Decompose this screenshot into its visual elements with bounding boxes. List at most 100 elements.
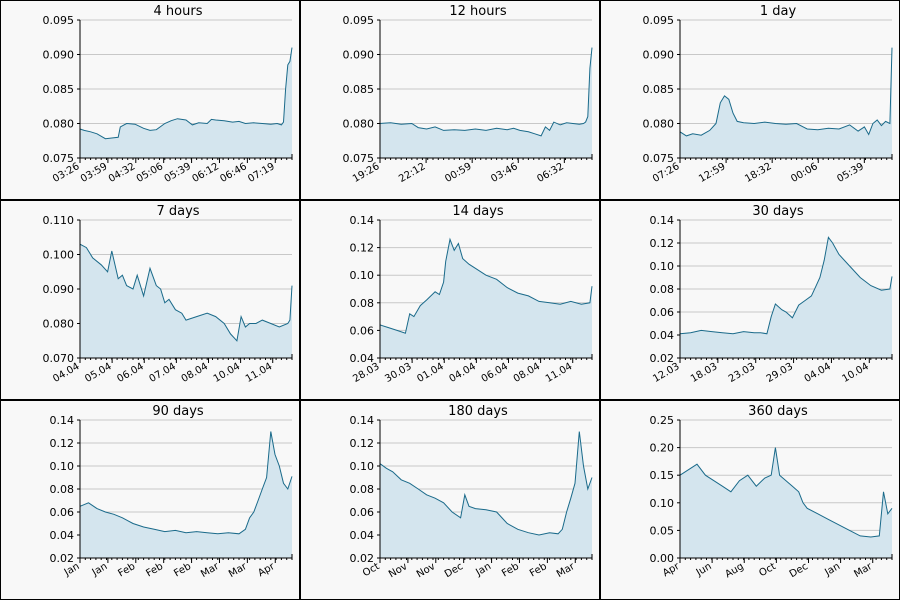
chart-panel: 90 days 0.02 0.04 0.06 0.08 0.10 0.12 0.14 Jan Ja…: [0, 400, 300, 600]
y-tick-label: 0.05: [650, 524, 675, 537]
x-tick-label: Nov: [415, 561, 437, 580]
x-tick-label: Jun: [694, 561, 714, 579]
x-tick-label: 11.04: [244, 361, 274, 385]
y-tick-label: 0.02: [650, 352, 675, 365]
y-tick-label: 0.04: [650, 329, 675, 342]
x-tick-label: Feb: [116, 561, 137, 579]
x-tick-label: Nov: [387, 561, 409, 580]
y-tick-label: 0.08: [350, 483, 375, 496]
x-tick-label: 05:39: [163, 161, 193, 185]
series-line: [679, 447, 893, 538]
y-tick-label: 0.08: [350, 297, 375, 310]
y-tick-label: 0.110: [43, 214, 75, 227]
x-tick-label: 08.04: [512, 361, 542, 385]
y-tick-label: 0.095: [643, 14, 675, 27]
x-tick-label: 06:46: [218, 161, 248, 185]
y-tick-label: 0.20: [650, 442, 675, 455]
x-tick-label: Apr: [256, 561, 277, 580]
x-tick-label: 08.04: [180, 361, 210, 385]
x-tick-label: 06.04: [480, 361, 510, 385]
x-tick-label: 06.04: [115, 361, 145, 385]
y-tick-label: 0.095: [43, 14, 75, 27]
x-tick-label: Aug: [723, 561, 745, 580]
x-tick-label: 01.04: [415, 361, 445, 385]
series-area: [380, 47, 592, 158]
x-tick-label: Jan: [473, 561, 493, 579]
y-tick-label: 0.080: [343, 118, 375, 131]
y-tick-label: 0.085: [343, 83, 375, 96]
series-area: [680, 47, 892, 158]
chart-title: 360 days: [748, 404, 808, 419]
chart-panel: 12 hours 0.075 0.080 0.085 0.090 0.095 19:26 22…: [300, 0, 600, 200]
chart-svg: 4 hours0.0750.0800.0850.0900.09503:2603:…: [43, 4, 293, 185]
y-tick-label: 0.080: [43, 318, 75, 331]
y-tick-label: 0.14: [650, 214, 675, 227]
x-tick-label: Feb: [144, 561, 165, 579]
series-line: [379, 431, 593, 536]
y-tick-label: 0.06: [350, 324, 375, 337]
series-line: [79, 431, 293, 535]
y-tick-label: 0.04: [50, 529, 75, 542]
x-tick-label: Dec: [443, 561, 465, 580]
x-tick-label: Dec: [788, 561, 810, 580]
y-tick-label: 0.02: [350, 552, 375, 565]
x-tick-label: 07:19: [246, 161, 276, 185]
x-tick-label: 05:39: [835, 161, 865, 185]
y-tick-label: 0.14: [50, 414, 75, 427]
x-tick-label: 18.03: [689, 361, 719, 385]
y-tick-label: 0.075: [343, 152, 375, 165]
series-area: [80, 47, 292, 158]
x-tick-label: 00:59: [443, 161, 473, 185]
series-area: [80, 431, 292, 558]
x-tick-label: 06:12: [191, 161, 221, 185]
y-tick-label: 0.08: [50, 483, 75, 496]
chart-title: 7 days: [156, 204, 199, 219]
y-tick-label: 0.02: [50, 552, 75, 565]
y-tick-label: 0.070: [43, 352, 75, 365]
x-tick-label: Mar: [555, 561, 578, 580]
x-tick-label: Oct: [757, 561, 778, 579]
chart-title: 12 hours: [449, 4, 506, 19]
series-area: [380, 431, 592, 558]
x-tick-label: 04.04: [448, 361, 478, 385]
y-tick-label: 0.06: [650, 306, 675, 319]
y-tick-label: 0.15: [650, 469, 675, 482]
series-area: [680, 237, 892, 358]
x-tick-label: 18:32: [743, 161, 773, 185]
chart-title: 1 day: [760, 4, 797, 19]
y-tick-label: 0.090: [343, 49, 375, 62]
x-tick-label: Jan: [90, 561, 110, 579]
series-line: [679, 47, 893, 137]
y-tick-label: 0.095: [343, 14, 375, 27]
y-tick-label: 0.085: [643, 83, 675, 96]
x-tick-label: 30.03: [383, 361, 413, 385]
x-tick-label: Mar: [227, 561, 250, 580]
series-line: [379, 47, 593, 137]
chart-panel: 4 hours 0.075 0.080 0.085 0.090 0.095 03:26 03:…: [0, 0, 300, 200]
chart-panel: 14 days 0.04 0.06 0.08 0.10 0.12 0.14 28.03 30.0…: [300, 200, 600, 400]
chart-panel: 180 days 0.02 0.04 0.06 0.08 0.10 0.12 0.14 Oct N…: [300, 400, 600, 600]
x-tick-label: 00:06: [789, 161, 819, 185]
y-tick-label: 0.10: [650, 497, 675, 510]
chart-panel: 360 days 0.00 0.05 0.10 0.15 0.20 0.25 Apr Jun Au…: [600, 400, 900, 600]
x-tick-label: 07.04: [148, 361, 178, 385]
y-tick-label: 0.100: [43, 249, 75, 262]
y-tick-label: 0.14: [350, 214, 375, 227]
y-tick-label: 0.00: [650, 552, 675, 565]
y-tick-label: 0.10: [350, 460, 375, 473]
y-tick-label: 0.04: [350, 529, 375, 542]
x-tick-label: 22:12: [397, 161, 427, 185]
y-tick-label: 0.080: [643, 118, 675, 131]
chart-panel: 30 days 0.02 0.04 0.06 0.08 0.10 0.12 0.14 12.03…: [600, 200, 900, 400]
series-area: [680, 447, 892, 558]
y-tick-label: 0.085: [43, 83, 75, 96]
y-tick-label: 0.12: [650, 237, 675, 250]
chart-panel: 7 days 0.070 0.080 0.090 0.100 0.110 04.04 05.0…: [0, 200, 300, 400]
y-tick-label: 0.10: [650, 260, 675, 273]
x-tick-label: 10.04: [840, 361, 870, 385]
x-tick-label: 03:59: [79, 161, 109, 185]
